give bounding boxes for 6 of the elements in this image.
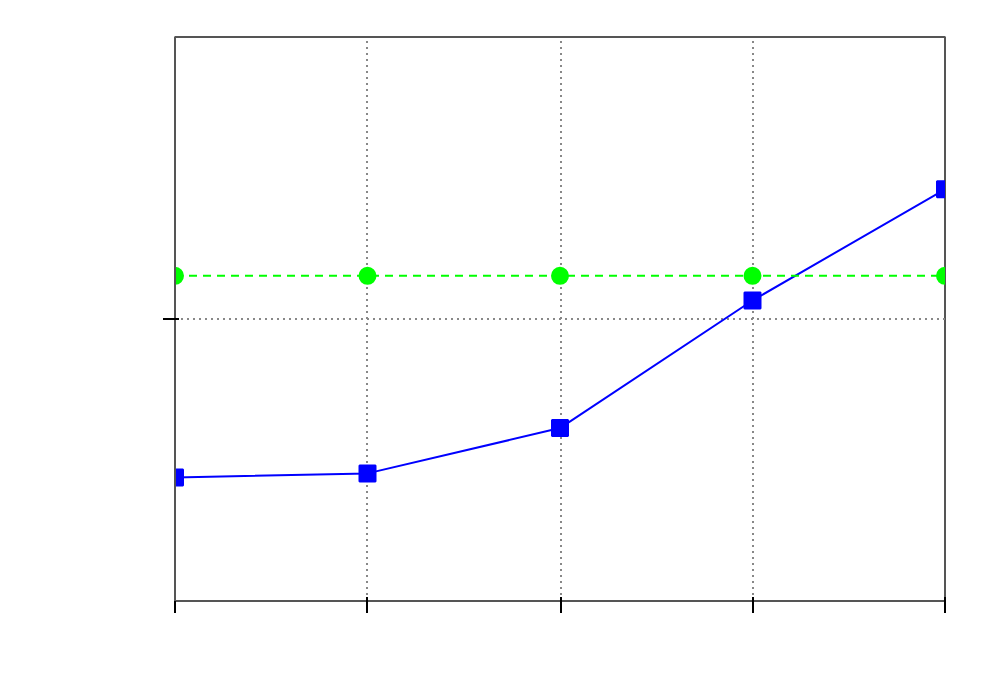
point	[743, 291, 762, 310]
point	[551, 266, 569, 285]
point	[358, 266, 377, 285]
point	[358, 464, 377, 483]
point	[551, 419, 569, 438]
point	[743, 266, 762, 285]
